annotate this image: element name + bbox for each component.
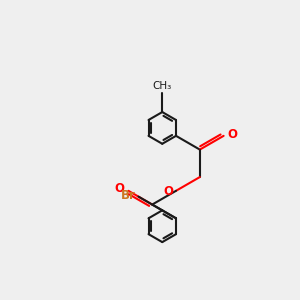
Text: CH₃: CH₃ (153, 81, 172, 91)
Text: Br: Br (121, 189, 136, 202)
Text: O: O (164, 185, 174, 198)
Text: O: O (115, 182, 124, 195)
Text: O: O (227, 128, 238, 141)
